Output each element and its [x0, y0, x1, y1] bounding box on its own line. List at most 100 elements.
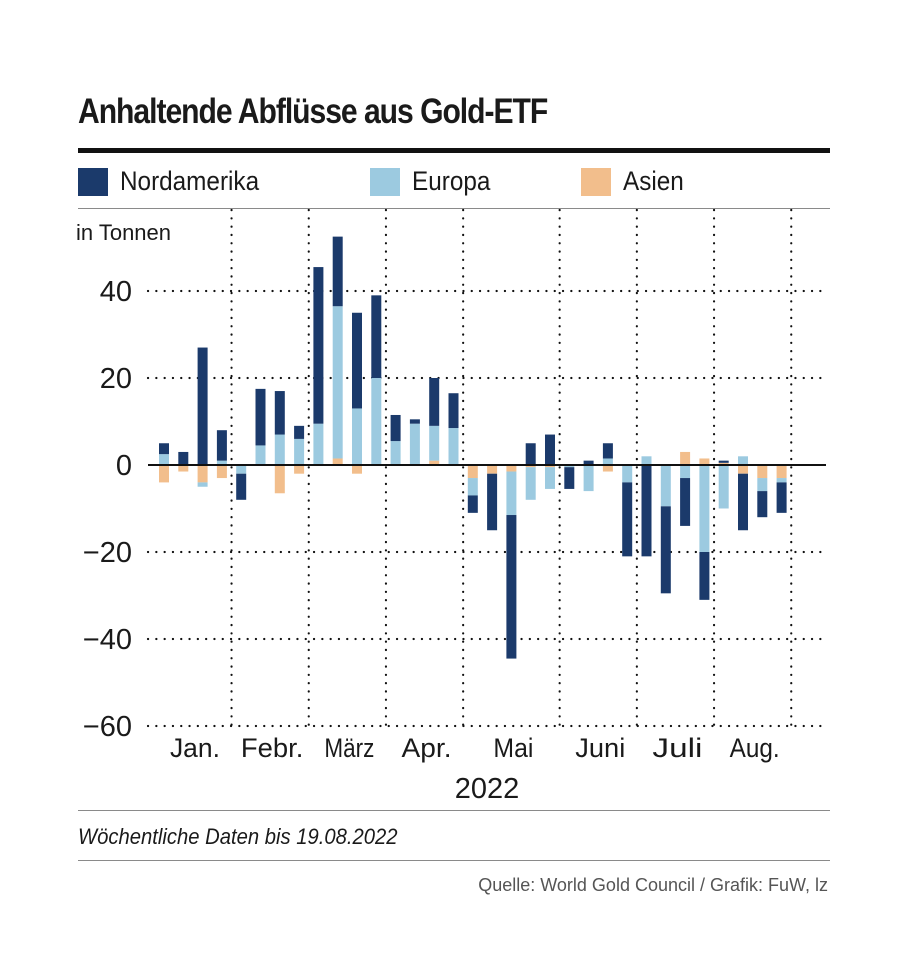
x-month-label: Juni [575, 733, 625, 763]
bar-nordamerika-week-27 [660, 506, 671, 594]
bar-europa-week-15 [429, 425, 440, 461]
bar-nordamerika-week-8 [294, 425, 305, 439]
x-axis-year-label: 2022 [455, 773, 520, 805]
bar-nordamerika-week-7 [274, 391, 285, 435]
legend-rule [78, 208, 830, 209]
bar-nordamerika-week-11 [352, 312, 362, 409]
footnote: Wöchentliche Daten bis 19.08.2022 [78, 824, 398, 849]
bar-nordamerika-week-31 [738, 473, 748, 531]
bar-europa-week-29 [699, 465, 710, 552]
bar-europa-week-20 [525, 467, 536, 500]
bar-nordamerika-week-10 [332, 236, 343, 307]
x-month-label: März [324, 733, 374, 763]
bar-nordamerika-week-28 [680, 478, 691, 526]
bar-nordamerika-week-18 [487, 473, 498, 531]
bar-nordamerika-week-23 [583, 460, 594, 465]
bar-nordamerika-week-5 [236, 473, 247, 500]
bar-asien-week-3 [197, 465, 208, 483]
legend-label-asien: Asien [623, 166, 684, 196]
bar-nordamerika-week-14 [409, 419, 420, 424]
legend-swatch-nordamerika [78, 167, 108, 196]
footnote-rule-bottom [78, 860, 830, 861]
bar-europa-week-28 [680, 465, 691, 479]
bar-asien-week-18 [487, 465, 498, 474]
bar-asien-week-30 [718, 462, 729, 465]
y-tick-label: 40 [100, 276, 132, 308]
legend-item-europa: Europa [370, 166, 499, 197]
bar-europa-week-10 [332, 306, 343, 459]
legend-label-nordamerika: Nordamerika [120, 166, 260, 196]
x-month-label: Mai [493, 733, 533, 763]
bar-europa-week-13 [390, 441, 401, 465]
bar-europa-week-16 [448, 428, 459, 465]
bar-europa-week-4 [216, 460, 227, 465]
bar-europa-week-11 [352, 408, 362, 465]
bar-nordamerika-week-33 [776, 482, 787, 513]
x-month-label: Jan. [170, 733, 220, 763]
y-tick-label: 0 [116, 450, 132, 482]
bar-asien-week-20 [525, 465, 536, 468]
bar-asien-week-4 [216, 465, 227, 479]
bar-europa-week-23 [583, 465, 594, 492]
bar-nordamerika-week-4 [216, 430, 227, 461]
source-credit: Quelle: World Gold Council / Grafik: FuW… [478, 875, 828, 895]
legend-swatch-europa [370, 167, 400, 196]
legend-swatch-asien [581, 167, 611, 196]
legend-item-nordamerika: Nordamerika [78, 166, 275, 197]
bar-asien-week-21 [545, 465, 555, 468]
bar-asien-week-28 [680, 451, 691, 465]
bar-nordamerika-week-3 [197, 347, 208, 465]
bar-asien-week-11 [352, 465, 362, 474]
bar-nordamerika-week-19 [506, 515, 517, 659]
chart-plot: in Tonnen 40 20 0 −20 −40 −60 Jan. Febr. März Apr.… [76, 208, 828, 805]
bar-europa-week-24 [602, 458, 613, 465]
bar-nordamerika-week-15 [429, 378, 440, 426]
bar-nordamerika-week-20 [525, 443, 536, 465]
bar-nordamerika-week-6 [255, 388, 266, 446]
bar-europa-week-27 [660, 465, 671, 507]
legend-item-asien: Asien [581, 166, 691, 197]
legend-label-europa: Europa [412, 166, 491, 196]
legend: Nordamerika Europa Asien [78, 160, 830, 204]
bar-europa-week-9 [313, 423, 324, 465]
bar-nordamerika-week-16 [448, 393, 459, 429]
bar-nordamerika-week-13 [390, 414, 401, 442]
bar-nordamerika-week-9 [313, 267, 324, 424]
title-rule [78, 148, 830, 153]
bar-asien-week-19 [506, 465, 517, 472]
bar-nordamerika-week-32 [757, 491, 768, 518]
bar-nordamerika-week-25 [622, 482, 633, 557]
footnote-rule-top [78, 810, 830, 811]
bar-nordamerika-week-22 [564, 467, 575, 489]
bar-europa-week-26 [641, 456, 652, 465]
bar-nordamerika-week-26 [641, 465, 652, 557]
bar-europa-week-33 [776, 478, 787, 483]
bar-europa-week-22 [564, 465, 575, 468]
bar-europa-week-6 [255, 445, 266, 465]
bar-asien-week-10 [332, 458, 343, 465]
bar-asien-week-31 [738, 465, 748, 474]
bar-europa-week-30 [718, 465, 729, 509]
bar-asien-week-24 [602, 465, 613, 472]
bar-asien-week-15 [429, 460, 440, 465]
y-tick-label: −60 [83, 711, 132, 743]
bar-nordamerika-week-2 [178, 451, 189, 465]
bar-asien-week-29 [699, 458, 710, 465]
y-tick-label: −20 [83, 537, 132, 569]
bar-asien-week-2 [178, 465, 189, 472]
y-tick-label: 20 [100, 363, 132, 395]
bar-asien-week-1 [159, 465, 169, 483]
chart-title: Anhaltende Abflüsse aus Gold-ETF [78, 92, 548, 131]
x-month-label: Febr. [241, 733, 304, 763]
bar-europa-week-14 [409, 423, 420, 465]
bar-europa-week-17 [467, 478, 478, 496]
y-tick-label: −40 [83, 624, 132, 656]
bar-asien-week-7 [274, 465, 285, 494]
bar-asien-week-33 [776, 465, 787, 479]
x-month-label: Apr. [402, 733, 452, 763]
bar-europa-week-31 [738, 456, 748, 465]
bar-nordamerika-week-24 [602, 443, 613, 459]
bar-europa-week-21 [545, 467, 555, 489]
x-month-label: Aug. [730, 733, 780, 763]
x-month-label: Juli [652, 733, 702, 763]
